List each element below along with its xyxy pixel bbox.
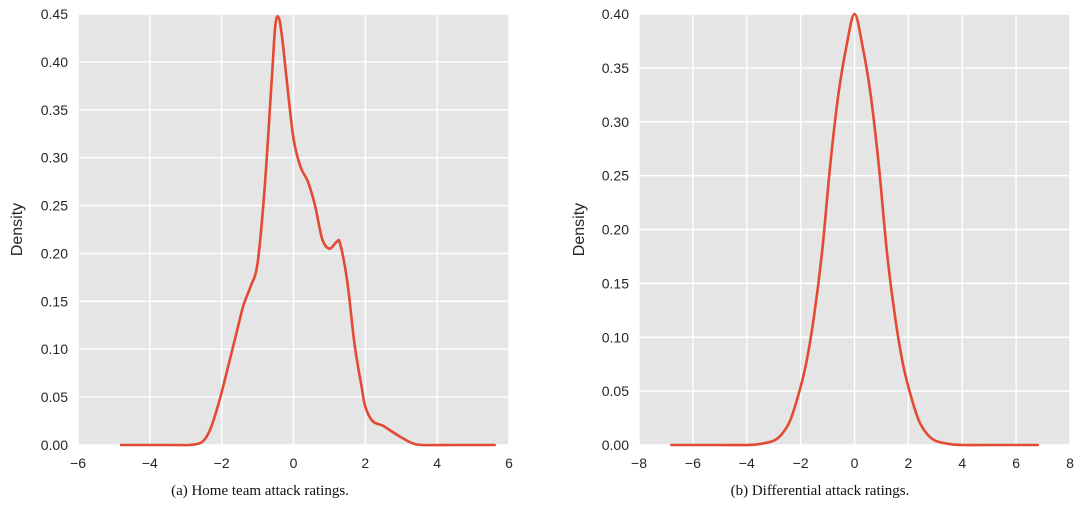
series-a	[119, 15, 496, 447]
y-tick-label-b: 0.05	[602, 383, 629, 399]
y-tick-label-a: 0.20	[41, 245, 68, 261]
y-tick-label-b: 0.20	[602, 222, 629, 238]
x-tick-label-b: 8	[1066, 455, 1074, 471]
y-axis-label-a: Density	[9, 203, 26, 256]
y-tick-label-b: 0.40	[602, 6, 629, 22]
panel-b: 0.000.050.100.150.200.250.300.350.40 −8−…	[571, 6, 1074, 499]
x-tick-label-b: 0	[851, 455, 859, 471]
x-tick-label-b: −2	[793, 455, 809, 471]
x-tick-label-b: 6	[1012, 455, 1020, 471]
y-tick-label-b: 0.10	[602, 329, 629, 345]
y-tick-label-b: 0.25	[602, 168, 629, 184]
y-ticks-b: 0.00 0.05 0.10 0.15 0.20 0.25 0.30 0.35 0.40	[602, 6, 629, 453]
series-b	[670, 12, 1039, 447]
panel-a: 0.00 0.05 0.10 0.15 0.20 0.25 0.30 0.35 0.40 0.45…	[9, 6, 513, 499]
x-tick-label-a: 4	[433, 455, 441, 471]
caption-a: (a) Home team attack ratings.	[171, 483, 349, 499]
y-axis-label-b: Density	[571, 203, 588, 256]
x-tick-label-b: −8	[631, 455, 647, 471]
x-tick-label-a: −2	[214, 455, 230, 471]
x-tick-label-b: −6	[685, 455, 701, 471]
y-tick-label-a: 0.00	[41, 437, 68, 453]
y-tick-label-a: 0.35	[41, 102, 68, 118]
x-tick-label-a: −6	[70, 455, 86, 471]
y-tick-label-a: 0.30	[41, 150, 68, 166]
caption-b: (b) Differential attack ratings.	[731, 483, 910, 499]
y-tick-label-b: 0.35	[602, 60, 629, 76]
x-ticks-b: −8 −6 −4 −2 0 2 4 6 8	[631, 455, 1074, 471]
y-tick-label-b: 0.00	[602, 437, 629, 453]
density-line-a	[119, 15, 496, 447]
grid-a	[77, 13, 510, 446]
x-tick-label-a: −4	[142, 455, 158, 471]
x-tick-label-b: −4	[739, 455, 755, 471]
x-tick-label-a: 0	[290, 455, 298, 471]
y-ticks-a: 0.00 0.05 0.10 0.15 0.20 0.25 0.30 0.35 0.40 0.45	[41, 6, 68, 453]
x-ticks-a: −6 −4 −2 0 2 4 6	[70, 455, 513, 471]
x-tick-label-b: 4	[958, 455, 966, 471]
y-tick-label-a: 0.45	[41, 6, 68, 22]
x-tick-label-a: 6	[505, 455, 513, 471]
y-tick-label-b: 0.15	[602, 275, 629, 291]
y-tick-label-a: 0.15	[41, 293, 68, 309]
y-tick-label-a: 0.40	[41, 54, 68, 70]
y-tick-label-a: 0.10	[41, 341, 68, 357]
x-tick-label-a: 2	[361, 455, 369, 471]
y-tick-label-b: 0.30	[602, 114, 629, 130]
x-tick-label-b: 2	[904, 455, 912, 471]
density-line-b	[670, 12, 1039, 447]
y-tick-label-a: 0.25	[41, 198, 68, 214]
y-tick-label-a: 0.05	[41, 389, 68, 405]
grid-b	[638, 13, 1071, 446]
